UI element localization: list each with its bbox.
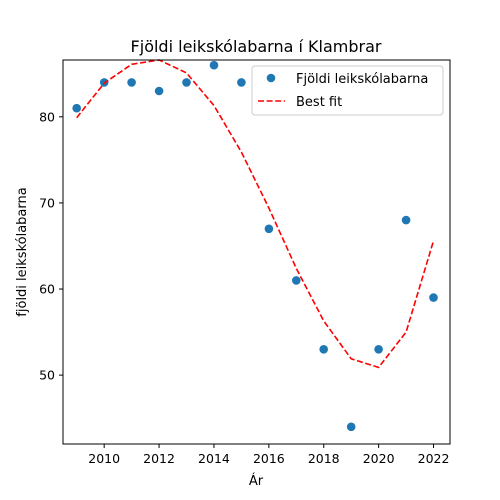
legend-label-line: Best fit: [296, 95, 342, 110]
y-axis-label: fjöldi leikskólabarna: [15, 187, 30, 316]
data-point: [182, 78, 191, 87]
x-tick-label: 2016: [253, 451, 285, 466]
data-point: [154, 86, 164, 96]
data-point: [429, 293, 438, 302]
x-axis-label: Ár: [249, 473, 264, 489]
y-tick-label: 50: [39, 368, 55, 383]
y-tick-label: 60: [39, 282, 55, 297]
data-point: [72, 103, 81, 113]
data-point: [209, 60, 219, 70]
legend-marker-scatter: [266, 73, 276, 83]
data-point: [346, 422, 356, 432]
data-point: [319, 345, 329, 354]
x-tick-label: 2018: [308, 451, 340, 466]
x-tick-label: 2014: [198, 451, 230, 466]
best-fit-line: [76, 59, 435, 369]
y-tick-label: 70: [39, 195, 55, 210]
x-tick-label: 2020: [363, 451, 395, 466]
data-point: [237, 78, 246, 87]
x-tick-label: 2010: [88, 451, 120, 466]
y-tick-label: 80: [39, 109, 55, 124]
x-tick-label: 2022: [418, 451, 450, 466]
x-tick-label: 2012: [143, 451, 175, 466]
axes-frame: [62, 59, 451, 445]
data-point: [127, 78, 136, 87]
axis-ticks: 2010 2012 2014 2016 2018 2020 2022 50 60 70 80: [39, 109, 449, 466]
legend: Fjöldi leikskólabarna Best fit: [251, 65, 444, 116]
data-point: [374, 345, 383, 354]
chart-title: Fjöldi leikskólabarna í Klambrar: [131, 37, 382, 56]
data-point: [292, 276, 301, 285]
data-point: [401, 215, 411, 225]
data-point: [264, 224, 274, 234]
plot-area: [72, 59, 438, 432]
legend-box: [251, 65, 444, 116]
legend-label-scatter: Fjöldi leikskólabarna: [296, 72, 428, 87]
